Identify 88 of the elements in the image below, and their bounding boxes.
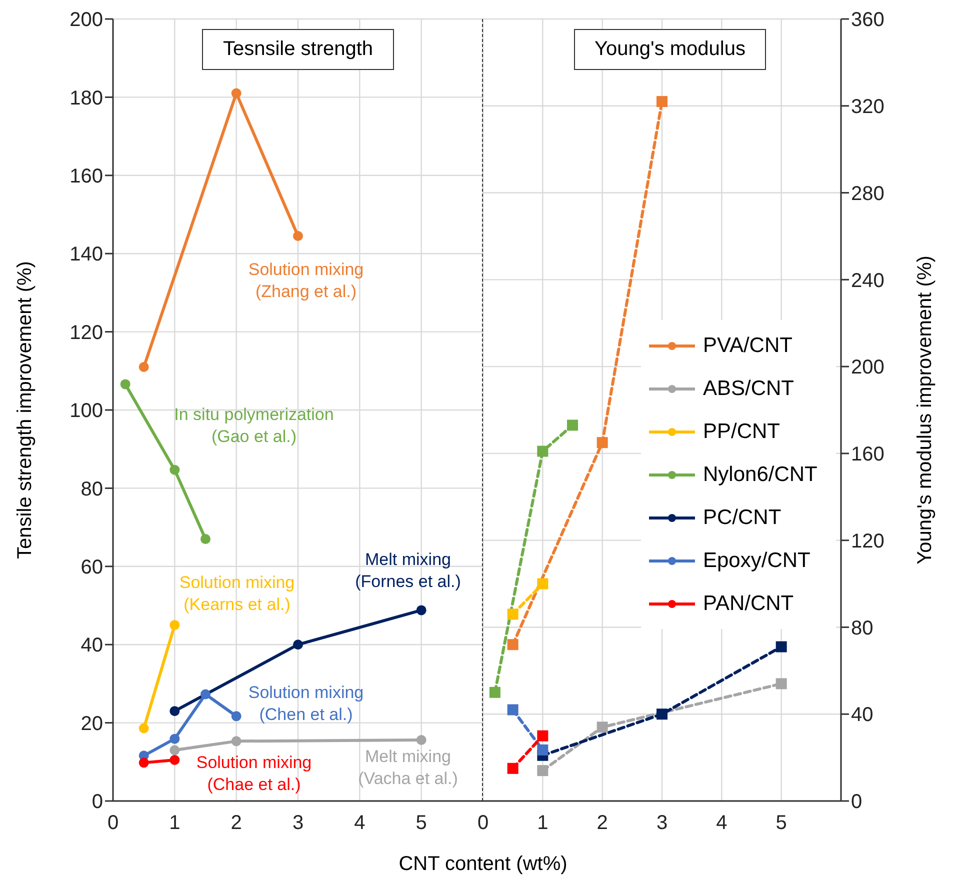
y2-tick-label: 200 <box>851 356 884 379</box>
point <box>138 362 149 372</box>
x-tick-label: 2 <box>230 812 242 834</box>
point <box>231 711 242 722</box>
point <box>138 723 149 734</box>
annotation: Solution mixing (Chen et al.) <box>248 682 364 724</box>
point <box>416 735 426 746</box>
point <box>507 762 518 774</box>
point <box>138 758 149 768</box>
point <box>170 754 180 765</box>
point <box>537 578 548 590</box>
legend-label: Nylon6/CNT <box>703 462 818 486</box>
x-tick-label: 3 <box>656 812 668 834</box>
y-tick-label: 0 <box>92 791 103 814</box>
legend-label: PVA/CNT <box>703 334 792 358</box>
point <box>120 379 130 390</box>
y2-tick-label: 240 <box>851 270 884 292</box>
x-tick-label: 4 <box>716 812 728 834</box>
x-tick-label: 1 <box>537 812 548 834</box>
point <box>200 689 210 700</box>
point <box>537 744 548 756</box>
y-tick-label: 140 <box>70 244 103 266</box>
legend-label: PC/CNT <box>703 506 782 530</box>
point <box>656 708 668 720</box>
y-tick-label: 60 <box>80 556 103 578</box>
point <box>537 730 548 742</box>
legend-label: PAN/CNT <box>703 592 794 616</box>
point <box>596 437 608 448</box>
y2-tick-label: 360 <box>851 9 884 32</box>
point <box>596 722 608 733</box>
x-tick-label: 0 <box>107 812 119 834</box>
y-tick-label: 40 <box>80 634 103 657</box>
point <box>656 96 668 108</box>
point <box>170 734 180 744</box>
point <box>416 605 426 616</box>
y-axis-title: Tensile strength improvement (%) <box>14 261 36 559</box>
y-tick-label: 120 <box>70 322 103 344</box>
y-tick-label: 180 <box>70 87 103 110</box>
point <box>170 745 180 756</box>
legend-label: Epoxy/CNT <box>703 548 810 572</box>
annotation: Solution mixing (Kearns et al.) <box>179 572 295 614</box>
text: Young's modulus <box>574 29 766 70</box>
x-tick-label: 2 <box>596 812 608 834</box>
y-tick-label: 80 <box>80 478 103 500</box>
point <box>231 736 242 746</box>
point <box>507 608 518 620</box>
y-tick-label: 200 <box>70 9 103 32</box>
point <box>489 686 500 698</box>
point <box>507 704 518 716</box>
annotation: Solution mixing (Chae et al.) <box>196 752 312 794</box>
x-axis-title: CNT content (wt%) <box>398 853 568 876</box>
x-tick-label: 4 <box>354 812 366 834</box>
point <box>170 620 180 630</box>
y2-axis-title: Young's modulus improvement (%) <box>914 256 936 564</box>
y2-tick-label: 280 <box>851 182 884 205</box>
point <box>537 446 548 457</box>
x-tick-label: 0 <box>477 812 489 834</box>
y2-tick-label: 40 <box>851 704 874 726</box>
point <box>776 641 787 652</box>
annotation: Melt mixing (Fornes et al.) <box>355 550 461 590</box>
x-tick-label: 3 <box>292 812 304 834</box>
point <box>231 88 242 98</box>
point <box>776 678 787 690</box>
y2-tick-label: 120 <box>851 530 884 552</box>
legend-label: PP/CNT <box>703 420 780 444</box>
point <box>293 231 303 242</box>
y2-tick-label: 160 <box>851 444 884 466</box>
point <box>537 765 548 776</box>
point <box>170 464 180 475</box>
annotation: Melt mixing (Vacha et al.) <box>358 746 458 788</box>
annotation: In situ polymerization (Gao et al.) <box>174 404 334 446</box>
x-tick-label: 1 <box>169 812 180 834</box>
text: Tesnsile strength <box>202 29 394 70</box>
y-tick-label: 160 <box>70 166 103 188</box>
y2-tick-label: 320 <box>851 96 884 118</box>
y-tick-label: 100 <box>70 400 103 422</box>
point <box>507 639 518 650</box>
y-tick-label: 20 <box>80 712 103 735</box>
y2-tick-label: 80 <box>851 617 874 640</box>
point <box>170 706 180 716</box>
x-tick-label: 5 <box>416 812 427 834</box>
point <box>567 420 578 431</box>
annotation: Solution mixing (Zhang et al.) <box>248 260 364 300</box>
legend-label: ABS/CNT <box>703 376 794 400</box>
y2-tick-label: 0 <box>851 791 862 814</box>
point <box>293 640 303 650</box>
x-tick-label: 5 <box>776 812 787 834</box>
point <box>200 534 210 544</box>
